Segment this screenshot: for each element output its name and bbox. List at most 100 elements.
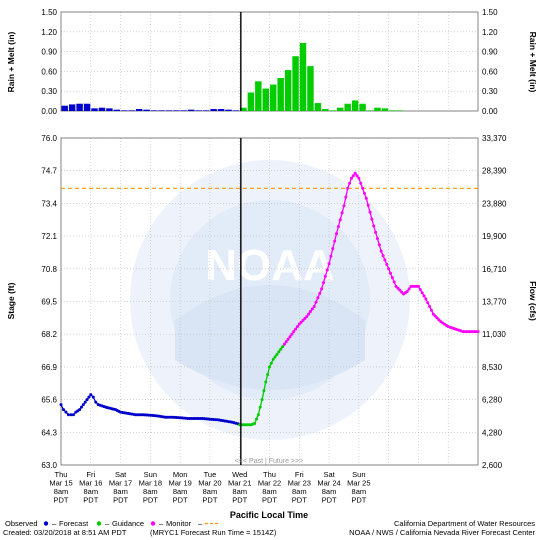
data-point-guidance bbox=[266, 372, 270, 376]
data-point-monitor bbox=[437, 318, 441, 322]
data-point-monitor bbox=[305, 315, 309, 319]
data-point-monitor bbox=[476, 330, 480, 334]
data-point-monitor bbox=[394, 284, 398, 288]
x-tick-label: PDT bbox=[322, 496, 337, 505]
rain-melt-panel: 0.00 0.00 0.30 0.30 0.60 0.60 0.90 0.90 1.20 1.20… bbox=[6, 8, 538, 116]
legend-guidance-marker bbox=[96, 521, 102, 526]
agency-text-2: NOAA / NWS / California Nevada River For… bbox=[349, 528, 535, 537]
rain-bar bbox=[135, 109, 143, 111]
rain-ytick-left: 0.60 bbox=[41, 67, 57, 76]
data-point-monitor bbox=[416, 284, 420, 288]
rain-bar bbox=[61, 105, 68, 111]
x-tick-label: Mar 17 bbox=[109, 479, 132, 488]
x-tick-label: Mar 20 bbox=[198, 479, 221, 488]
data-point-observed bbox=[59, 403, 63, 407]
stage-ytick-left: 69.5 bbox=[41, 298, 57, 307]
x-tick-label: Fri bbox=[86, 470, 95, 479]
x-tick-label: PDT bbox=[113, 496, 128, 505]
stage-frame bbox=[60, 137, 479, 466]
data-point-monitor bbox=[418, 288, 422, 292]
data-point-monitor bbox=[333, 239, 337, 243]
data-point-monitor bbox=[362, 191, 366, 195]
data-point-guidance bbox=[254, 417, 258, 421]
data-point-monitor bbox=[282, 342, 286, 346]
rain-bar bbox=[366, 110, 374, 111]
data-point-guidance bbox=[273, 355, 277, 359]
legend-monitor-label: Monitor bbox=[166, 519, 192, 528]
rain-bar bbox=[98, 107, 106, 111]
data-point-monitor bbox=[364, 196, 368, 200]
x-tick-label: 8am bbox=[232, 487, 247, 496]
data-point-observed bbox=[85, 398, 89, 402]
x-tick-label: Mar 16 bbox=[79, 479, 102, 488]
data-point-monitor bbox=[318, 291, 322, 295]
data-point-guidance bbox=[269, 361, 273, 365]
data-point-monitor bbox=[344, 195, 348, 199]
rain-bar bbox=[299, 43, 307, 111]
rain-ytick-right: 0.00 bbox=[482, 107, 498, 116]
x-tick-label: 8am bbox=[83, 487, 98, 496]
stage-ytick-left: 68.2 bbox=[41, 330, 57, 339]
rain-bar bbox=[202, 110, 210, 111]
rain-bar bbox=[322, 109, 329, 111]
rain-ytick-right: 0.30 bbox=[482, 87, 498, 96]
legend-forecast-label: Forecast bbox=[59, 519, 89, 528]
rain-bar bbox=[83, 103, 91, 111]
flow-ytick-right: 16,710 bbox=[482, 265, 507, 274]
data-point-monitor bbox=[342, 204, 346, 208]
data-point-monitor bbox=[368, 210, 372, 214]
x-tick-label: 8am bbox=[173, 487, 188, 496]
data-point-observed bbox=[78, 408, 82, 412]
data-point-observed bbox=[94, 400, 98, 404]
data-point-monitor bbox=[392, 280, 396, 284]
x-tick-label: 8am bbox=[292, 487, 307, 496]
rain-bar bbox=[128, 110, 135, 111]
created-text: Created: 03/20/2018 at 8:51 AM PDT bbox=[3, 528, 127, 537]
x-tick-label: 8am bbox=[262, 487, 277, 496]
legend-sep-4: – bbox=[198, 519, 203, 528]
data-point-guidance bbox=[264, 380, 268, 384]
x-tick-label: Mar 15 bbox=[49, 479, 72, 488]
data-point-monitor bbox=[424, 297, 428, 301]
x-tick-label: Sat bbox=[115, 470, 127, 479]
x-tick-label: Mar 24 bbox=[317, 479, 340, 488]
legend-sep-2: – bbox=[105, 519, 110, 528]
stage-ytick-left: 66.9 bbox=[41, 363, 57, 372]
data-point-monitor bbox=[321, 281, 325, 285]
stage-ytick-left: 63.0 bbox=[41, 461, 57, 470]
x-tick-label: Thu bbox=[55, 470, 68, 479]
data-point-monitor bbox=[323, 274, 327, 278]
data-point-monitor bbox=[295, 325, 299, 329]
rain-bar bbox=[188, 109, 195, 111]
rain-ytick-left: 0.00 bbox=[41, 107, 57, 116]
data-point-monitor bbox=[307, 312, 311, 316]
data-point-observed bbox=[61, 408, 65, 412]
data-point-guidance bbox=[258, 405, 262, 409]
x-tick-label: 8am bbox=[203, 487, 218, 496]
x-tick-label: PDT bbox=[202, 496, 217, 505]
flow-ytick-right: 6,280 bbox=[482, 396, 503, 405]
data-point-monitor bbox=[335, 232, 339, 236]
run-time-text: (MRYC1 Forecast Run Time = 1514Z) bbox=[150, 528, 277, 537]
x-tick-label: Mar 22 bbox=[258, 479, 281, 488]
footer: Created: 03/20/2018 at 8:51 AM PDT (MRYC… bbox=[3, 519, 535, 537]
x-tick-label: PDT bbox=[262, 496, 277, 505]
rain-bar bbox=[255, 81, 262, 111]
flow-ytick-right: 11,030 bbox=[482, 330, 506, 339]
rain-bar bbox=[210, 109, 217, 111]
stage-ytick-left: 73.4 bbox=[41, 199, 57, 208]
legend: Observed – Forecast – Guidance – Monitor – bbox=[5, 519, 218, 528]
data-point-monitor bbox=[314, 300, 318, 304]
data-point-monitor bbox=[355, 174, 359, 178]
rain-frame bbox=[60, 11, 479, 112]
data-point-observed bbox=[66, 413, 70, 417]
data-point-monitor bbox=[379, 249, 383, 253]
legend-observed-label: Observed bbox=[5, 519, 38, 528]
data-point-monitor bbox=[375, 237, 379, 241]
data-point-monitor bbox=[346, 186, 350, 190]
data-point-monitor bbox=[301, 318, 305, 322]
x-tick-label: Thu bbox=[263, 470, 276, 479]
legend-sep-1: – bbox=[52, 519, 57, 528]
data-point-monitor bbox=[312, 305, 316, 309]
